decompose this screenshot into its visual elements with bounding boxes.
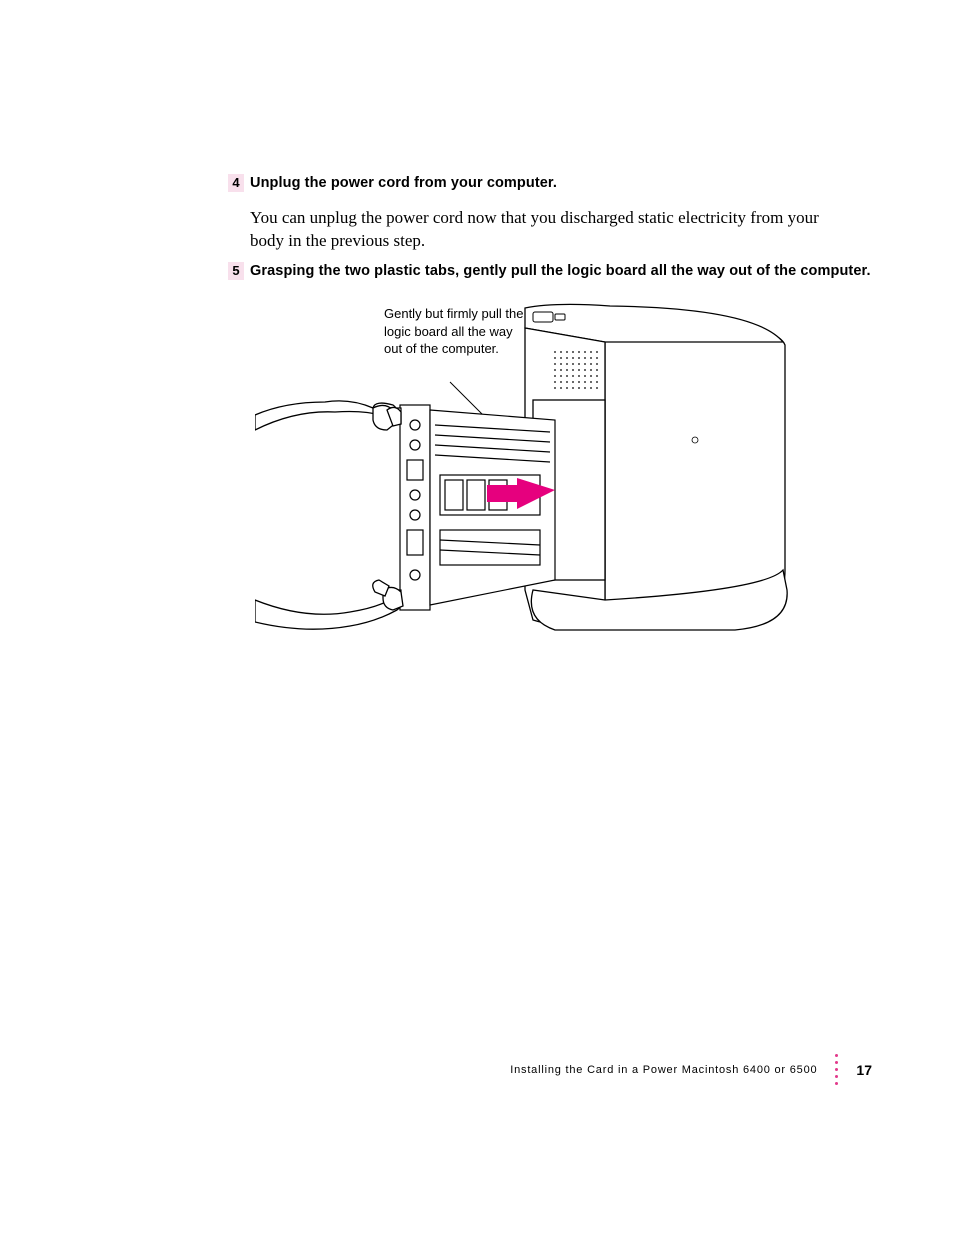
step-number-4: 4 bbox=[228, 174, 244, 192]
page-footer: Installing the Card in a Power Macintosh… bbox=[510, 1054, 872, 1085]
step-number-5: 5 bbox=[228, 262, 244, 280]
footer-dots-icon bbox=[835, 1054, 838, 1085]
step-5: 5 Grasping the two plastic tabs, gently … bbox=[250, 262, 871, 281]
logic-board-illustration bbox=[255, 290, 835, 650]
footer-chapter-title: Installing the Card in a Power Macintosh… bbox=[510, 1064, 817, 1076]
step-4: 4 Unplug the power cord from your comput… bbox=[250, 174, 850, 253]
step-5-heading: Grasping the two plastic tabs, gently pu… bbox=[250, 262, 871, 281]
footer-page-number: 17 bbox=[856, 1062, 872, 1078]
step-4-body: You can unplug the power cord now that y… bbox=[250, 207, 850, 253]
page: 4 Unplug the power cord from your comput… bbox=[0, 0, 954, 1235]
step-4-heading: Unplug the power cord from your computer… bbox=[250, 174, 850, 193]
